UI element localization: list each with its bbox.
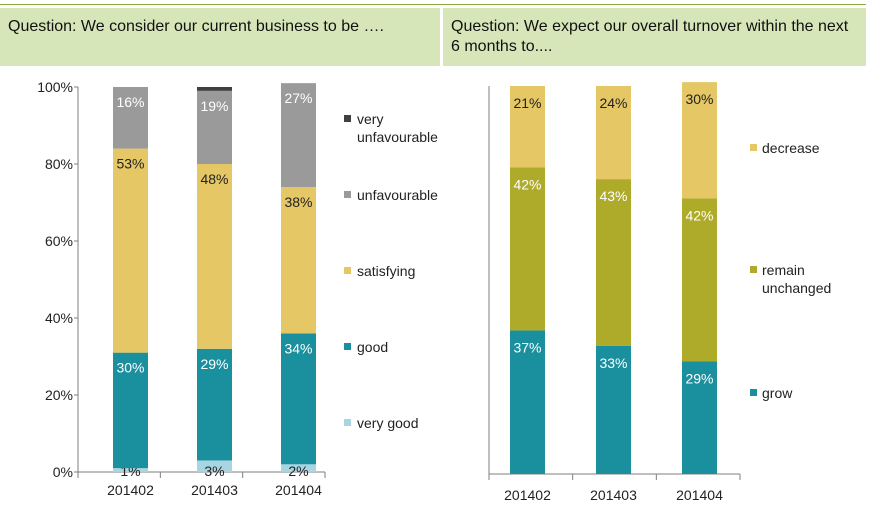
chart2-category-label: 201404 <box>676 487 723 503</box>
chart1-data-label: 3% <box>204 463 224 479</box>
chart1-y-tick-label: 100% <box>37 79 73 95</box>
chart1-bar-segment <box>197 164 232 349</box>
chart2-bar-segment <box>682 82 717 199</box>
chart2-bar-segment <box>682 361 717 474</box>
chart1-bar-segment <box>113 148 148 353</box>
chart1-bar-segment <box>281 187 316 334</box>
chart1-data-label: 16% <box>116 94 144 110</box>
chart2-bar-segment <box>510 86 545 168</box>
chart1-bar-segment <box>197 460 232 472</box>
chart1-legend-label: satisfying <box>357 263 415 279</box>
chart1-legend-swatch <box>344 343 351 350</box>
header-rule <box>0 4 866 5</box>
chart2-legend-swatch <box>750 266 757 273</box>
chart2-legend-label: decrease <box>762 140 820 156</box>
chart2-data-label: 42% <box>513 176 541 192</box>
chart2-bar-segment <box>596 86 631 180</box>
chart1-bar-segment <box>197 90 232 164</box>
chart1-category-label: 201402 <box>107 482 154 498</box>
chart2-bar-segment <box>596 179 631 346</box>
chart1-data-label: 27% <box>284 90 312 106</box>
chart2-title: Question: We expect our overall turnover… <box>443 8 866 66</box>
chart2-bar-segment <box>682 198 717 362</box>
chart1-data-label: 2% <box>288 463 308 479</box>
chart1-y-tick-label: 20% <box>45 387 73 403</box>
chart2-legend-label: grow <box>762 385 793 401</box>
chart1-category-label: 201403 <box>191 482 238 498</box>
chart1-y-tick-label: 0% <box>53 464 73 480</box>
chart1-bar-segment <box>281 83 316 188</box>
chart1-legend-swatch <box>344 419 351 426</box>
chart1-legend-swatch <box>344 267 351 274</box>
chart1-data-label: 38% <box>284 194 312 210</box>
chart2-data-label: 24% <box>599 95 627 111</box>
chart1-title: Question: We consider our current busine… <box>0 8 440 66</box>
chart2-category-label: 201402 <box>504 487 551 503</box>
chart1-data-label: 30% <box>116 360 144 376</box>
chart1-data-label: 34% <box>284 340 312 356</box>
chart2-data-label: 21% <box>513 95 541 111</box>
chart1-y-tick-label: 40% <box>45 310 73 326</box>
chart1-legend-swatch <box>344 191 351 198</box>
chart1-data-label: 48% <box>200 171 228 187</box>
chart1-legend-label: very unfavourable <box>357 111 438 145</box>
chart2-legend-swatch <box>750 144 757 151</box>
chart1-legend-label: unfavourable <box>357 187 438 203</box>
chart1-category-label: 201404 <box>275 482 322 498</box>
chart2-data-label: 30% <box>685 91 713 107</box>
chart1-legend-swatch <box>344 115 351 122</box>
chart2-legend-label: remain unchanged <box>762 262 831 296</box>
chart2-data-label: 37% <box>513 339 541 355</box>
chart1-data-label: 29% <box>200 356 228 372</box>
chart1-bar-segment <box>113 87 148 149</box>
chart1-bar-segment <box>113 352 148 469</box>
chart2-category-label: 201403 <box>590 487 637 503</box>
chart1-bar-segment <box>197 87 232 91</box>
chart2-data-label: 42% <box>685 208 713 224</box>
chart1-bar-segment <box>281 333 316 465</box>
chart2-bar-segment <box>596 345 631 474</box>
chart1-bar-segment <box>197 348 232 461</box>
chart1-data-label: 19% <box>200 98 228 114</box>
chart2-data-label: 33% <box>599 355 627 371</box>
chart1-bar-segment <box>113 468 148 472</box>
chart1-legend-label: good <box>357 339 388 355</box>
chart2-legend-swatch <box>750 389 757 396</box>
chart1-legend-label: very good <box>357 415 418 431</box>
chart1-bar-segment <box>281 464 316 472</box>
chart1-data-label: 53% <box>116 156 144 172</box>
chart2-data-label: 43% <box>599 188 627 204</box>
chart2-data-label: 29% <box>685 370 713 386</box>
chart1-y-tick-label: 60% <box>45 233 73 249</box>
chart2-bar-segment <box>510 167 545 331</box>
chart1-y-tick-label: 80% <box>45 156 73 172</box>
chart2-bar-segment <box>510 330 545 474</box>
